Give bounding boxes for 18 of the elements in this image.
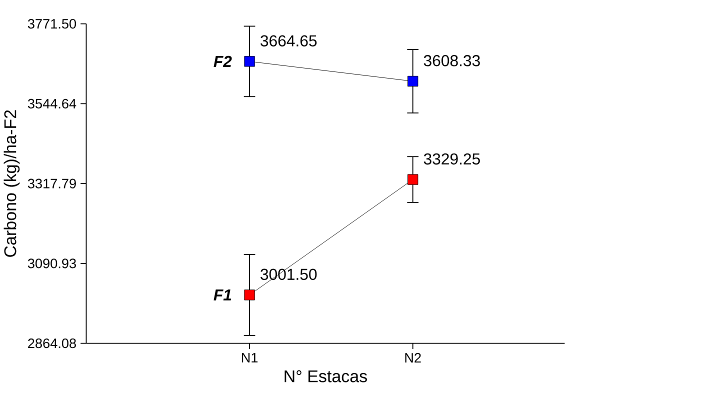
y-tick-label: 3317.79: [28, 178, 76, 188]
point: [408, 174, 418, 185]
y-tick-label: 2864.08: [28, 338, 76, 348]
y-tick-label: 3771.50: [28, 18, 76, 29]
point: [244, 56, 255, 67]
x-tick-label: N2: [405, 352, 421, 362]
y-tick-label: 3090.93: [28, 258, 76, 268]
y-axis-title: Carbono (kg)/ha-F2: [4, 110, 20, 257]
data-label: 3664.65: [260, 35, 317, 46]
data-label: 3329.25: [424, 153, 480, 164]
y-tick-label: 3544.64: [28, 98, 76, 108]
data-label: 3608.33: [424, 54, 480, 66]
series-label: F1: [214, 289, 232, 300]
x-tick-label: N1: [242, 352, 258, 362]
series-label: F2: [214, 56, 232, 67]
point: [244, 290, 255, 300]
x-axis-title: N° Estacas: [284, 370, 367, 382]
point: [408, 76, 418, 86]
